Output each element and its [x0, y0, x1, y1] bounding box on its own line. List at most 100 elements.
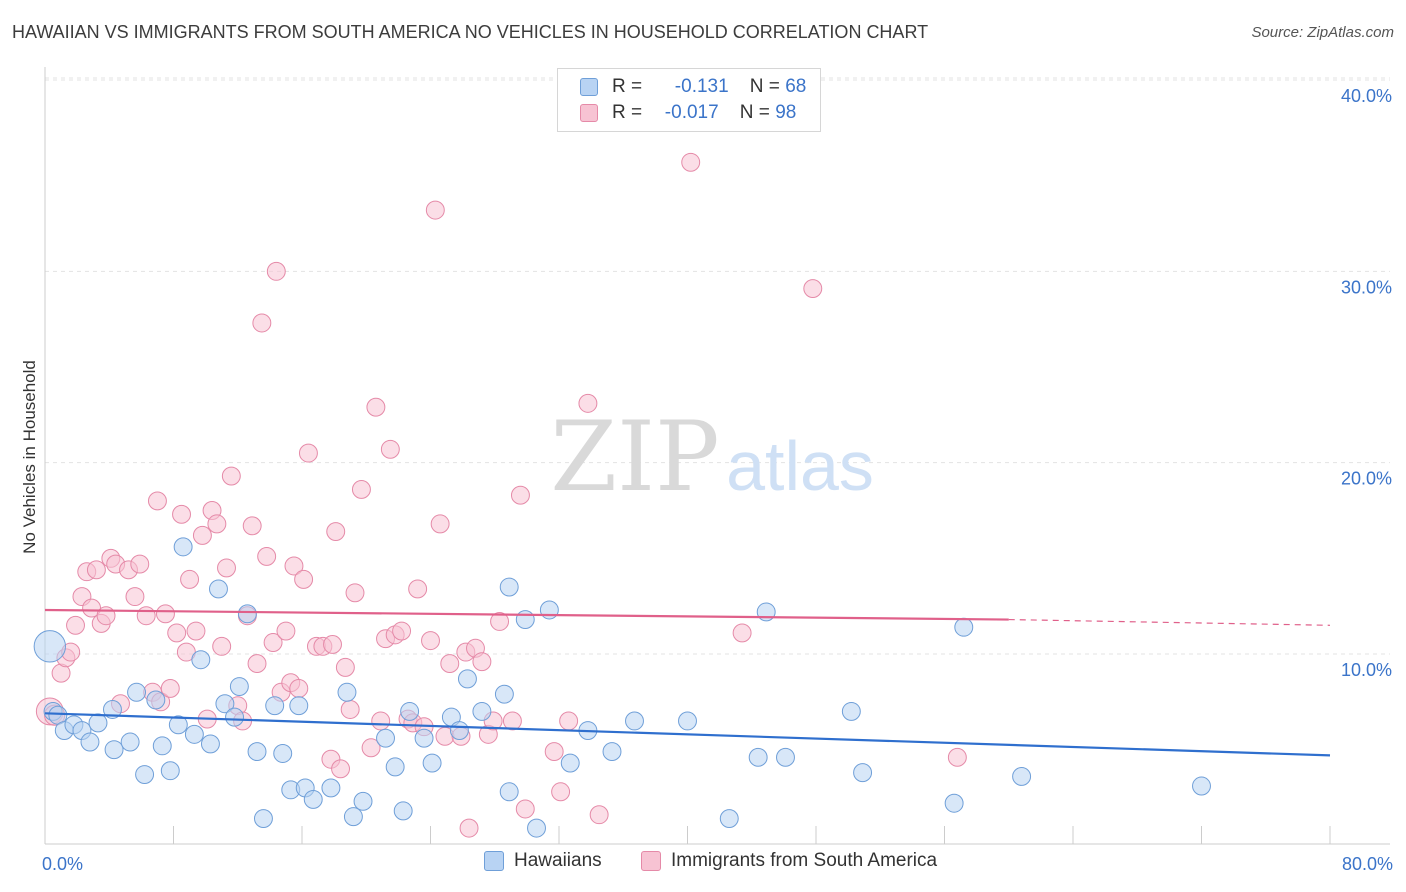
south-america-point [340, 700, 360, 719]
south-america-point [510, 485, 530, 505]
hawaiian-point [160, 761, 180, 781]
legend-item-hawaiians[interactable]: Hawaiians [484, 850, 602, 872]
hawaiian-point [625, 711, 644, 731]
south-america-swatch [641, 851, 661, 871]
hawaiian-point [678, 711, 697, 731]
watermark-zip: ZIP [550, 401, 719, 513]
south-america-point [331, 759, 351, 779]
hawaiian-point [841, 701, 861, 721]
south-america-point [459, 818, 479, 838]
hawaiian-point [225, 707, 244, 727]
legend-label: Hawaiians [514, 850, 602, 871]
south-america-point [125, 587, 145, 607]
south-america-point [186, 621, 206, 641]
south-america-point [247, 654, 267, 674]
south-america-point [371, 711, 391, 731]
hawaiian-point [539, 600, 559, 620]
hawaiian-point [449, 721, 469, 740]
south-america-point [266, 261, 286, 281]
hawaiian-point [400, 701, 420, 721]
x-tick-label: 0.0% [42, 854, 83, 874]
hawaiian-point [853, 763, 873, 783]
gridlines [45, 77, 1390, 655]
hawaiian-point [152, 736, 172, 756]
south-america-point [361, 738, 381, 758]
hawaiian-point [944, 793, 964, 813]
hawaiian-point [215, 694, 235, 714]
hawaiian-point [104, 740, 124, 760]
data-points [33, 152, 1211, 838]
trend-lines [44, 608, 1331, 757]
south-america-point [502, 711, 522, 731]
hawaiian-point [247, 742, 267, 762]
y-tick-label: 40.0% [1341, 86, 1392, 106]
hawaiian-point [472, 701, 492, 721]
south-america-point [323, 634, 342, 654]
hawaiian-point [321, 778, 341, 798]
south-america-point [221, 466, 241, 486]
south-america-point [257, 546, 277, 566]
south-america-point [589, 805, 609, 825]
south-america-point [490, 612, 510, 631]
legend-r-label: R = [612, 102, 643, 123]
south-america-point [421, 631, 440, 651]
hawaiian-point [515, 610, 535, 630]
south-america-point [130, 554, 150, 574]
south-america-point [335, 657, 355, 677]
legend-row-hawaiians: R = -0.131 N = 68 [580, 74, 806, 100]
hawaiian-point [135, 765, 155, 784]
south-america-point [136, 606, 156, 626]
hawaiian-point [954, 617, 974, 637]
south-america-point [392, 621, 412, 641]
hawaiian-point [1192, 776, 1211, 796]
hawaiian-point [414, 728, 434, 748]
hawaiian-point [184, 724, 204, 744]
legend-n-value: 68 [785, 76, 807, 97]
hawaiian-point [191, 650, 211, 670]
hawaiian-point [337, 682, 357, 702]
hawaiian-point [353, 791, 373, 811]
hawaiian-point [237, 604, 257, 624]
hawaiian-point [146, 690, 166, 710]
south-america-point [284, 556, 304, 576]
watermark: ZIP atlas [550, 401, 874, 513]
south-america-point [351, 479, 371, 499]
south-america-point [212, 636, 232, 656]
south-america-point [147, 491, 167, 511]
legend-row-south-america: R = -0.017 N = 98 [580, 100, 796, 126]
hawaiian-point [343, 807, 363, 827]
hawaiian-point [527, 818, 546, 838]
hawaiian-point [265, 696, 285, 716]
south-america-point [732, 623, 752, 643]
south-america-point [440, 654, 460, 674]
y-tick-label: 20.0% [1341, 469, 1392, 489]
hawaiian-point [303, 789, 323, 809]
hawaiian-point [499, 782, 519, 802]
south-america-point [66, 615, 85, 635]
hawaiian-point [776, 747, 795, 767]
legend-r-value: -0.131 [674, 76, 729, 97]
legend-n-label: N = [739, 102, 770, 123]
south-america-point [515, 799, 535, 819]
hawaiian-point [560, 753, 580, 773]
south-america-point [294, 569, 314, 589]
correlation-legend: R = -0.131 N = 68 R = -0.017 N = 98 [557, 68, 821, 132]
south-america-point [408, 579, 428, 599]
hawaiian-point [88, 713, 108, 733]
south-america-point [276, 621, 296, 641]
hawaiian-point [289, 696, 309, 716]
chart-source: Source: ZipAtlas.com [1251, 24, 1394, 41]
legend-item-south-america[interactable]: Immigrants from South America [641, 850, 937, 872]
hawaiian-point [33, 630, 66, 663]
hawaiian-point [602, 742, 622, 762]
hawaiian-point [127, 682, 147, 702]
tick-labels: 10.0% 20.0% 30.0% 40.0% 0.0% 80.0% [42, 86, 1393, 874]
hawaiian-point [748, 747, 768, 767]
hawaiian-point [120, 732, 140, 752]
hawaiian-point [173, 537, 193, 557]
hawaiian-point [719, 809, 739, 829]
south-america-point [380, 439, 400, 459]
hawaiian-point [80, 732, 100, 752]
hawaiian-point [457, 669, 477, 689]
